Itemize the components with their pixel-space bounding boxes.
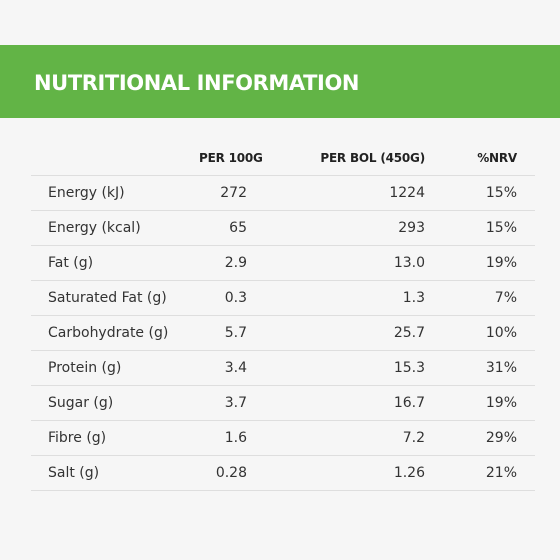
per-100g-value: 2.9 <box>224 255 247 271</box>
nrv-value: 15% <box>485 185 517 201</box>
nutrition-banner: NUTRITIONAL INFORMATION <box>0 45 560 118</box>
per-bol-value: 15.3 <box>393 360 425 376</box>
table-row: Saturated Fat (g) 0.3 1.3 7% <box>31 281 535 316</box>
nutrient-name: Sugar (g) <box>48 395 114 411</box>
per-bol-value: 293 <box>398 220 425 236</box>
nutrient-name: Fat (g) <box>48 255 94 271</box>
table-row: Salt (g) 0.28 1.26 21% <box>31 456 535 491</box>
nrv-value: 19% <box>485 255 517 271</box>
per-bol-value: 25.7 <box>393 325 425 341</box>
per-bol-value: 1.3 <box>402 290 425 306</box>
per-100g-value: 3.7 <box>224 395 247 411</box>
column-header-per-100g: PER 100G <box>199 151 263 165</box>
table-row: Sugar (g) 3.7 16.7 19% <box>31 386 535 421</box>
per-100g-value: 3.4 <box>224 360 247 376</box>
per-100g-value: 272 <box>220 185 247 201</box>
nrv-value: 7% <box>494 290 517 306</box>
per-bol-value: 13.0 <box>393 255 425 271</box>
per-bol-value: 16.7 <box>393 395 425 411</box>
per-100g-value: 0.3 <box>224 290 247 306</box>
nutrient-name: Energy (kcal) <box>48 220 141 236</box>
nutrition-table: PER 100G PER BOL (450G) %NRV Energy (kJ)… <box>31 141 535 491</box>
nutrient-name: Salt (g) <box>48 465 100 481</box>
table-header-row: PER 100G PER BOL (450G) %NRV <box>31 141 535 176</box>
per-100g-value: 1.6 <box>224 430 247 446</box>
table-row: Protein (g) 3.4 15.3 31% <box>31 351 535 386</box>
nrv-value: 31% <box>485 360 517 376</box>
column-header-nrv: %NRV <box>477 151 517 165</box>
nutrient-name: Energy (kJ) <box>48 185 125 201</box>
per-bol-value: 7.2 <box>402 430 425 446</box>
nrv-value: 19% <box>485 395 517 411</box>
table-row: Carbohydrate (g) 5.7 25.7 10% <box>31 316 535 351</box>
table-row: Energy (kJ) 272 1224 15% <box>31 176 535 211</box>
column-header-per-bol: PER BOL (450G) <box>320 151 425 165</box>
nrv-value: 29% <box>485 430 517 446</box>
nutrient-name: Carbohydrate (g) <box>48 325 169 341</box>
nutrient-name: Saturated Fat (g) <box>48 290 167 306</box>
nrv-value: 10% <box>485 325 517 341</box>
per-bol-value: 1224 <box>389 185 425 201</box>
per-100g-value: 5.7 <box>224 325 247 341</box>
table-row: Energy (kcal) 65 293 15% <box>31 211 535 246</box>
per-100g-value: 65 <box>229 220 247 236</box>
nutrient-name: Fibre (g) <box>48 430 107 446</box>
banner-title: NUTRITIONAL INFORMATION <box>34 70 360 95</box>
per-bol-value: 1.26 <box>393 465 425 481</box>
table-row: Fat (g) 2.9 13.0 19% <box>31 246 535 281</box>
nrv-value: 15% <box>485 220 517 236</box>
table-row: Fibre (g) 1.6 7.2 29% <box>31 421 535 456</box>
nutrient-name: Protein (g) <box>48 360 122 376</box>
per-100g-value: 0.28 <box>215 465 247 481</box>
nrv-value: 21% <box>485 465 517 481</box>
